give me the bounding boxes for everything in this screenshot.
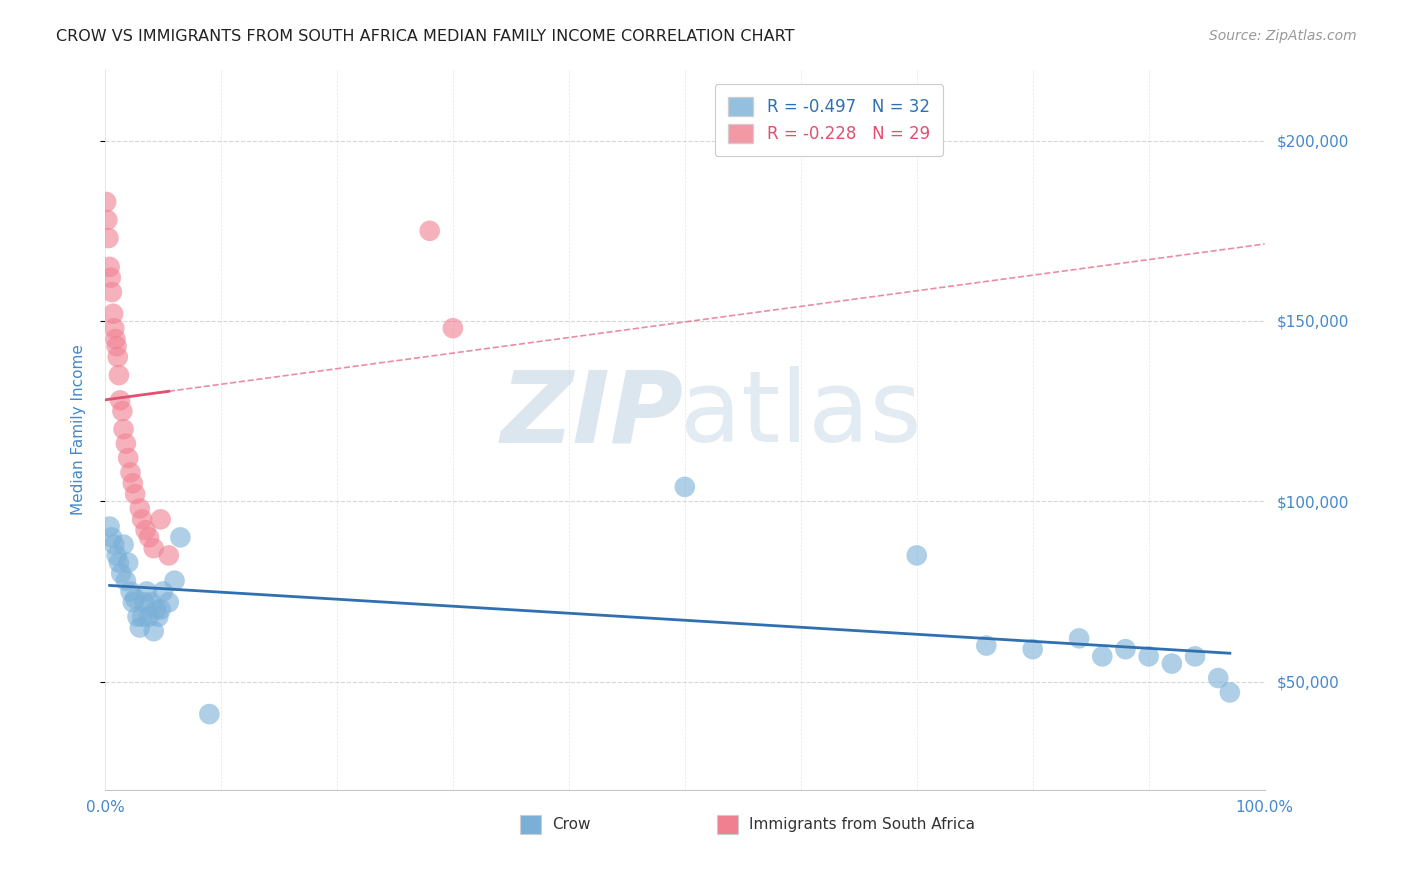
Point (105, 549, 128, 563)
Point (135, 584, 157, 599)
Point (1067, 632, 1090, 646)
Point (138, 530, 160, 544)
Point (131, 512, 153, 526)
Point (97, 231, 120, 245)
Point (127, 609, 149, 624)
Point (142, 624, 165, 639)
Point (101, 307, 124, 321)
Point (100, 270, 122, 285)
Point (157, 595, 180, 609)
Point (1022, 642, 1045, 657)
Point (124, 591, 146, 606)
Point (163, 574, 186, 588)
Point (120, 584, 142, 599)
Point (101, 285, 124, 299)
Point (131, 609, 153, 624)
Text: Crow: Crow (553, 817, 591, 832)
Point (110, 566, 132, 581)
Point (1137, 649, 1160, 664)
Point (149, 512, 172, 526)
Point (121, 595, 143, 609)
Point (115, 574, 138, 588)
Point (673, 480, 696, 494)
Point (111, 404, 134, 418)
Point (94, 194, 117, 209)
Point (108, 556, 131, 570)
Legend: R = -0.497   N = 32, R = -0.228   N = 29: R = -0.497 N = 32, R = -0.228 N = 29 (716, 84, 943, 156)
Point (98, 260, 121, 274)
Point (117, 556, 139, 570)
Point (419, 224, 441, 238)
Point (115, 436, 138, 450)
Point (120, 466, 142, 480)
Point (108, 368, 131, 382)
Point (976, 639, 998, 653)
Point (105, 339, 128, 353)
Point (112, 538, 135, 552)
Text: CROW VS IMMIGRANTS FROM SOUTH AFRICA MEDIAN FAMILY INCOME CORRELATION CHART: CROW VS IMMIGRANTS FROM SOUTH AFRICA MED… (56, 29, 794, 44)
Point (1206, 671, 1229, 685)
Point (141, 595, 163, 609)
Point (128, 501, 150, 516)
Point (96, 213, 118, 227)
Point (148, 609, 170, 624)
Point (124, 487, 146, 501)
Point (103, 321, 125, 335)
Point (1091, 649, 1114, 664)
Text: ZIP: ZIP (501, 367, 683, 463)
Point (1219, 685, 1241, 699)
Point (103, 538, 125, 552)
Point (441, 321, 464, 335)
Point (157, 549, 180, 563)
Text: Immigrants from South Africa: Immigrants from South Africa (749, 817, 976, 832)
Y-axis label: Median Family Income: Median Family Income (72, 343, 86, 515)
Point (104, 332, 127, 346)
Point (134, 595, 156, 609)
Point (112, 422, 135, 436)
Point (145, 602, 167, 616)
Point (138, 609, 160, 624)
Point (101, 530, 124, 544)
Point (1114, 642, 1136, 657)
Point (108, 393, 131, 408)
Point (98, 519, 121, 533)
Point (169, 530, 191, 544)
Point (107, 350, 129, 364)
Point (198, 707, 221, 722)
Point (1184, 649, 1206, 664)
Point (117, 450, 139, 465)
Point (1160, 657, 1182, 671)
Text: Source: ZipAtlas.com: Source: ZipAtlas.com (1209, 29, 1357, 43)
Point (905, 549, 928, 563)
Text: atlas: atlas (681, 367, 921, 463)
Point (128, 621, 150, 635)
Point (135, 523, 157, 537)
Point (149, 602, 172, 616)
Point (121, 476, 143, 491)
Point (152, 584, 174, 599)
Point (142, 541, 165, 556)
